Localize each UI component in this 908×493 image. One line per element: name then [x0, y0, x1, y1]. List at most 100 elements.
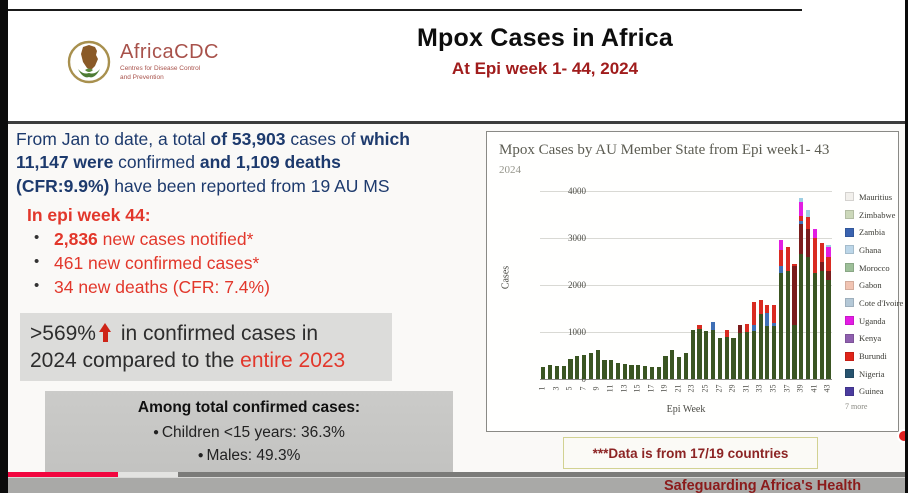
gridline — [540, 332, 832, 333]
video-progress-bar[interactable] — [0, 472, 908, 477]
legend-label: Kenya — [859, 333, 882, 344]
x-axis-tick-label: 35 — [768, 384, 778, 393]
africa-cdc-logo-text: AfricaCDC Centres for Disease Control an… — [120, 42, 219, 83]
text-segment: >569% — [30, 322, 96, 345]
bar-week-40-light-blue — [806, 209, 811, 217]
bar-week-31-red — [744, 324, 750, 332]
bar-week-28-red — [724, 330, 729, 337]
confirmed-box-heading: Among total confirmed cases: — [137, 399, 361, 416]
bar-week-17-green-base — [649, 367, 655, 379]
text-segment: 461 new confirmed cases* — [54, 253, 260, 274]
y-axis-tick-label: 4000 — [568, 186, 586, 196]
text-segment: in confirmed cases in — [114, 322, 319, 345]
bar-week-2-green-base — [547, 364, 553, 379]
progress-played[interactable] — [0, 472, 118, 477]
legend-label: Morocco — [859, 262, 890, 273]
bar-week-38-red — [792, 263, 797, 267]
bar-week-31-green-base — [744, 332, 750, 379]
list-item: Males: 49.3% — [45, 444, 453, 467]
bar-week-38-green-base — [792, 324, 797, 379]
x-axis-tick-label: 25 — [700, 384, 710, 393]
x-axis-tick-label: 27 — [714, 384, 724, 393]
legend-swatch-icon — [845, 210, 854, 220]
legend-item-burundi: Burundi — [845, 347, 899, 365]
legend-item-gabon: Gabon — [845, 276, 899, 294]
text-segment: new cases notified* — [97, 229, 254, 249]
legend-swatch-icon — [845, 263, 854, 273]
bar-week-16-green-base — [643, 366, 648, 379]
chart-x-axis-label: Epi Week — [666, 404, 706, 415]
bar-week-6-green-base — [575, 355, 580, 379]
bar-week-43-magenta — [826, 247, 831, 257]
legend-swatch-icon — [845, 316, 854, 326]
bar-week-19-green-base — [663, 355, 668, 379]
africa-cdc-logo: AfricaCDC Centres for Disease Control an… — [66, 36, 306, 88]
confirmed-cases-box: Among total confirmed cases: Children <1… — [45, 391, 453, 477]
legend-label: Guinea — [859, 386, 884, 397]
legend-item-uganda: Uganda — [845, 312, 899, 330]
bar-week-34-green-base — [765, 326, 770, 379]
x-axis-tick-label: 5 — [564, 386, 574, 391]
gridline — [540, 191, 832, 192]
y-axis-tick-label: 2000 — [568, 280, 586, 290]
header-divider-line — [8, 121, 905, 124]
top-border-line — [8, 9, 802, 11]
chart-subtitle: 2024 — [499, 164, 521, 176]
text-segment: confirmed — [113, 152, 200, 173]
red-dot-indicator — [897, 429, 908, 443]
list-item: 2,836 new cases notified* — [30, 227, 450, 251]
x-axis-tick-label: 13 — [619, 384, 629, 393]
bar-week-12-green-base — [615, 362, 621, 379]
text-segment: have been reported from 19 AU MS — [109, 175, 390, 196]
frame-edge-left — [0, 0, 8, 493]
bar-week-30-dark-red — [738, 324, 743, 333]
legend-label: Cote d'Ivoire — [859, 297, 904, 308]
legend-item-cote-d-ivoire: Cote d'Ivoire — [845, 294, 903, 312]
bar-week-8-green-base — [588, 352, 593, 379]
bar-week-42-red — [819, 242, 824, 262]
x-axis-tick-label: 33 — [754, 384, 764, 393]
legend-label: Zimbabwe — [859, 209, 896, 220]
text-segment: cases of — [285, 129, 361, 149]
x-axis-tick-label: 19 — [659, 384, 669, 393]
bar-week-14-green-base — [629, 364, 634, 379]
bar-week-40-red — [806, 216, 811, 229]
bar-week-39-magenta — [799, 202, 804, 217]
bar-week-37-red — [785, 247, 790, 271]
frame-edge-right — [905, 0, 908, 493]
bottom-banner: Safeguarding Africa's Health — [0, 477, 908, 493]
legend-item-kenya: Kenya — [845, 330, 899, 348]
bar-week-35-red — [772, 305, 777, 324]
confirmed-box-bullet-list: Children <15 years: 36.3%Males: 49.3% — [45, 421, 453, 468]
x-axis-tick-label: 3 — [551, 386, 561, 391]
bar-week-3-green-base — [554, 365, 559, 379]
chart-title: Mpox Cases by AU Member State from Epi w… — [499, 142, 830, 158]
legend-label: Ghana — [859, 244, 882, 255]
bar-week-28-green-base — [724, 336, 729, 379]
bar-week-9-green-base — [595, 349, 600, 379]
legend-swatch-icon — [845, 386, 854, 396]
legend-label: Zambia — [859, 227, 885, 238]
bar-week-21-green-base — [677, 356, 682, 379]
bar-week-41-red — [812, 238, 817, 274]
legend-swatch-icon — [845, 280, 854, 290]
bar-week-1-green-base — [541, 366, 546, 379]
chart-legend: Mauritius Zimbabwe Zambia Ghana Morocco Gabon… — [845, 188, 903, 400]
page-subtitle: At Epi week 1- 44, 2024 — [451, 59, 639, 78]
bar-week-42-dark-red — [819, 261, 824, 271]
bar-week-27-green-base — [717, 338, 722, 379]
x-axis-tick-label: 1 — [537, 386, 547, 391]
legend-item-mauritius: Mauritius — [845, 188, 899, 206]
bar-week-26-green-base — [710, 329, 716, 379]
list-item: Children <15 years: 36.3% — [45, 421, 453, 444]
increase-callout-box: >569% in confirmed cases in 2024 compared… — [20, 313, 392, 381]
bar-week-33-green-base — [758, 314, 763, 379]
bar-week-26-blue — [710, 321, 716, 330]
legend-more-label[interactable]: 7 more — [845, 402, 868, 411]
bar-week-35-green-base — [772, 325, 777, 379]
legend-label: Nigeria — [859, 368, 885, 379]
chart-y-axis-label: Cases — [500, 265, 512, 290]
legend-swatch-icon — [845, 333, 854, 343]
bar-week-43-red — [826, 256, 831, 271]
